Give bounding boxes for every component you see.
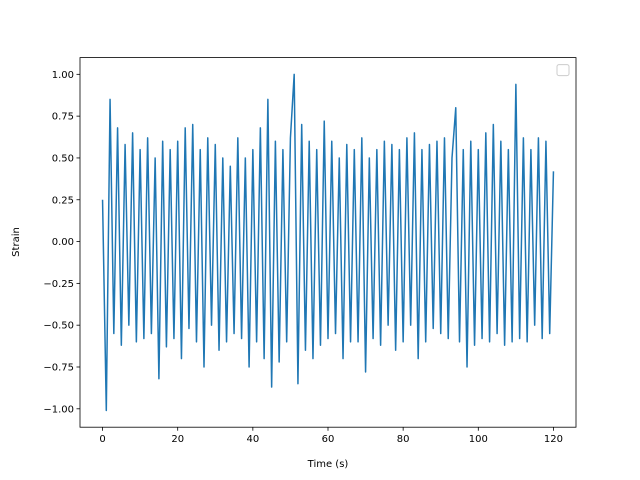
- y-tick-label: −1.00: [43, 404, 74, 415]
- y-tick-label: 0.00: [52, 237, 74, 248]
- y-tick-label: −0.75: [43, 362, 74, 373]
- x-axis-label: Time (s): [307, 459, 349, 470]
- y-tick-label: −0.25: [43, 279, 74, 290]
- x-tick-label: 60: [322, 434, 335, 445]
- x-tick-label: 100: [469, 434, 488, 445]
- y-tick-label: 0.50: [52, 153, 74, 164]
- x-tick-label: 80: [397, 434, 410, 445]
- y-axis-label: Strain: [11, 227, 22, 257]
- x-tick-label: 0: [99, 434, 105, 445]
- x-tick-label: 120: [544, 434, 563, 445]
- plot-frame: [79, 57, 577, 428]
- y-tick-label: 0.25: [52, 195, 74, 206]
- y-tick-label: −0.50: [43, 321, 74, 332]
- legend: [556, 64, 570, 77]
- data-line: [101, 73, 555, 412]
- y-tick-label: 1.00: [52, 70, 74, 81]
- x-tick-label: 20: [171, 434, 184, 445]
- x-tick-label: 40: [246, 434, 259, 445]
- y-tick-label: 0.75: [52, 112, 74, 123]
